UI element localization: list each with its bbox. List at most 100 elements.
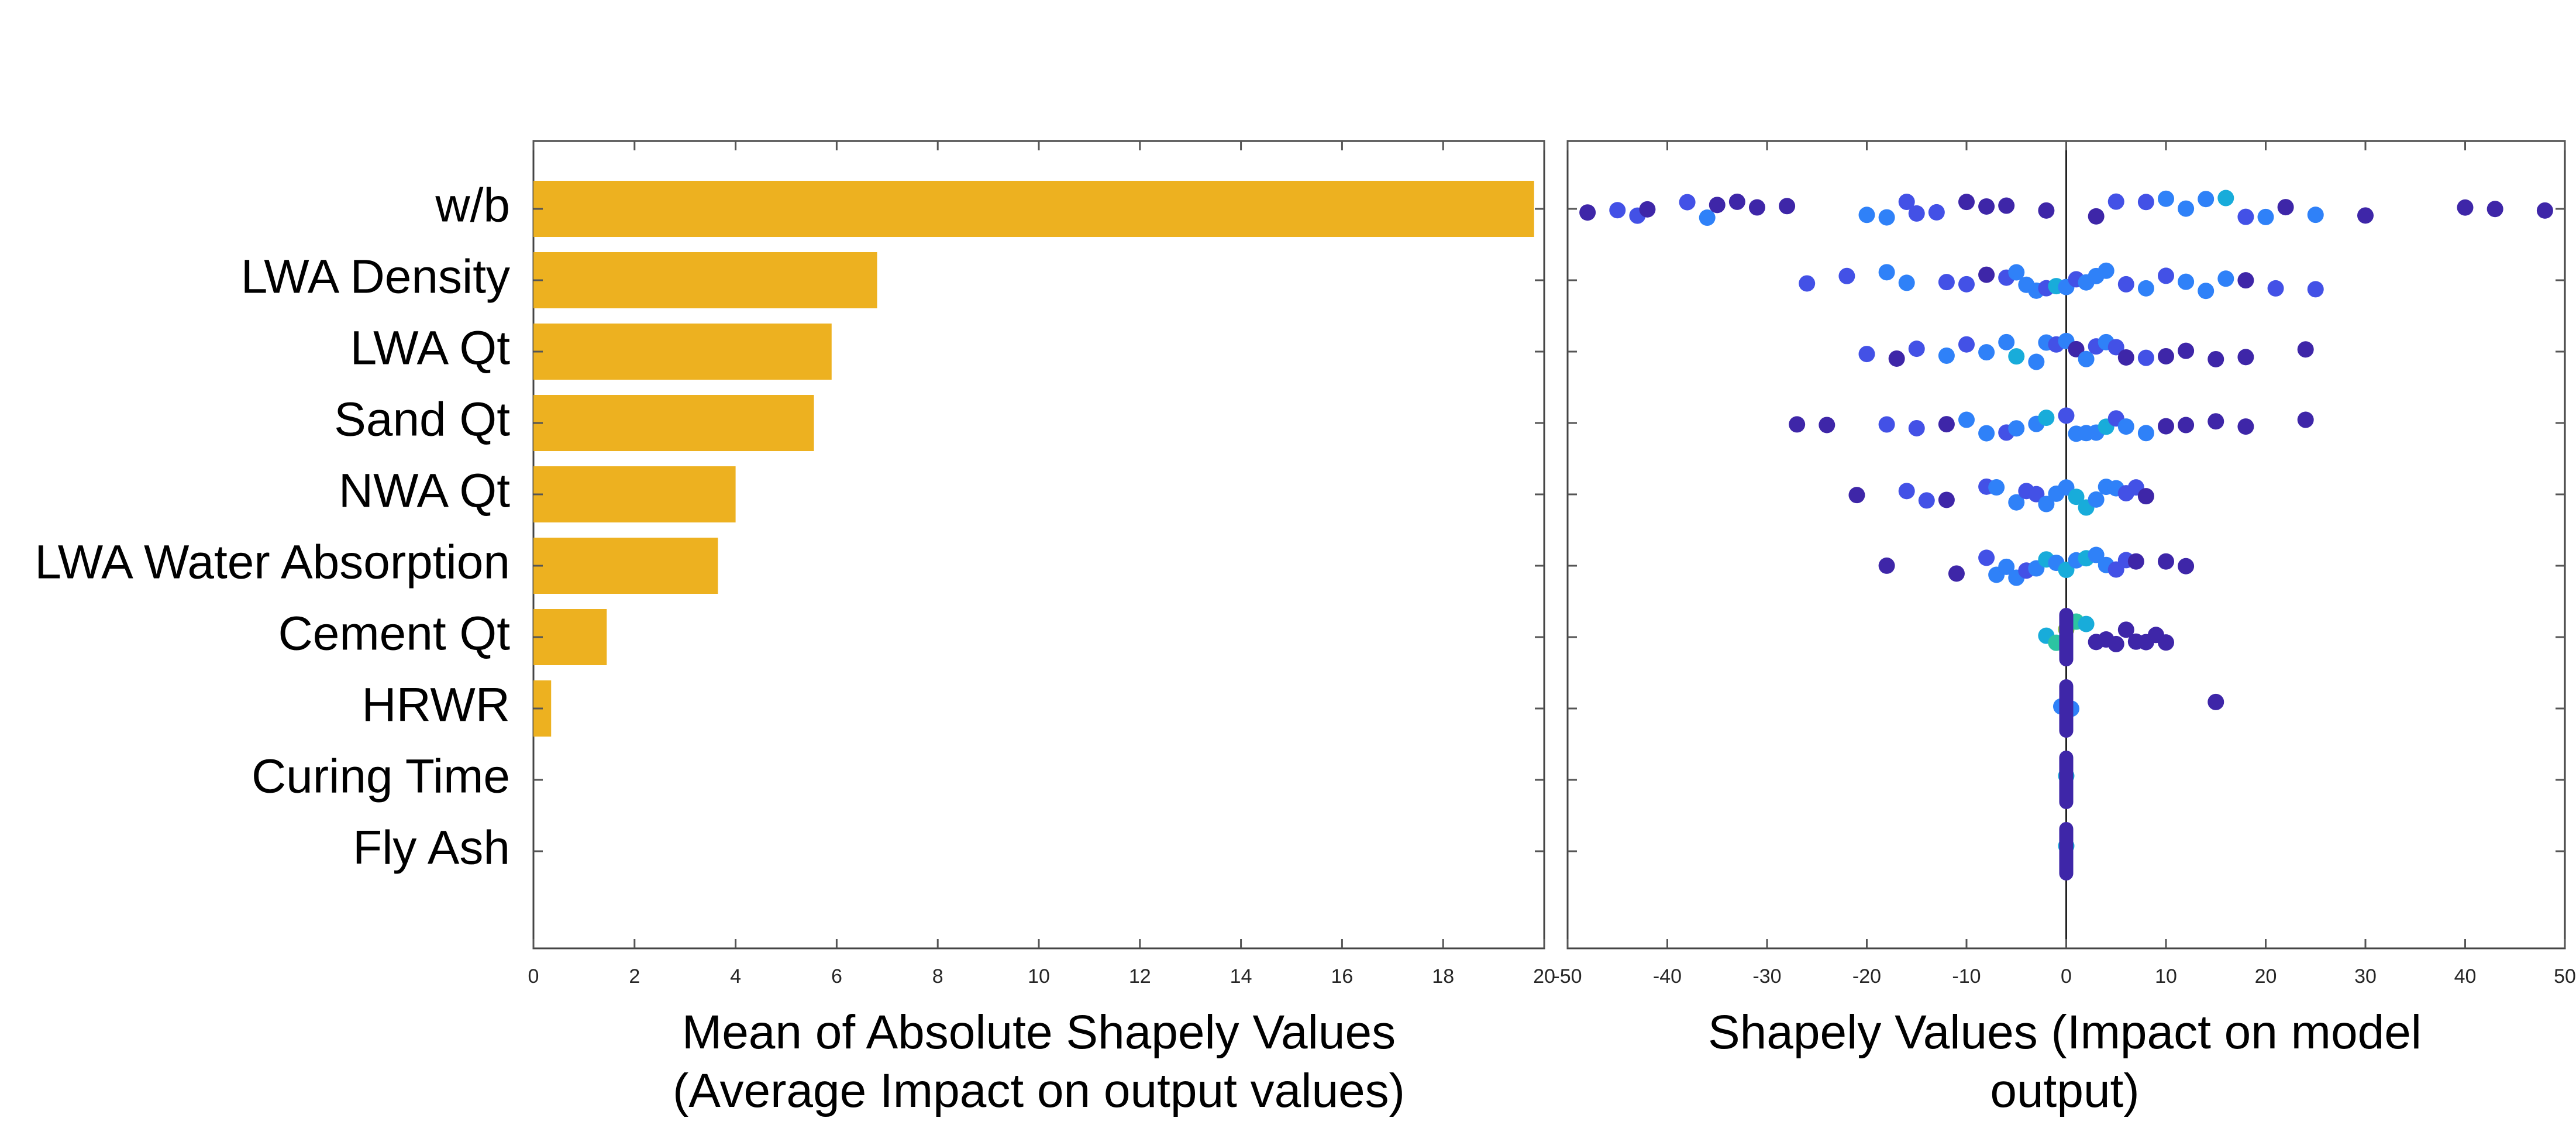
swarm-point-1-0 [1799,275,1816,292]
swarm-point-0-19 [2088,208,2105,225]
swarm-point-0-33 [2536,202,2553,219]
bar-x-tick-label-4: 8 [932,965,943,988]
swarm-point-0-9 [1779,198,1796,215]
swarm-point-5-1 [1948,565,1965,582]
swarm-point-2-6 [1998,333,2015,350]
swarm-point-1-24 [2237,272,2254,289]
swarm-point-1-6 [1978,266,1995,283]
swarm-x-tick-label-2: -30 [1752,965,1781,988]
beeswarm-chart-panel: -50 -40 -30 -20 -10 0 10 20 30 40 50 Shapely Values… [1553,140,2576,1117]
swarm-point-3-10 [2038,410,2055,426]
swarm-point-4-1 [1898,483,1915,500]
swarm-dense-cluster-9 [2059,822,2074,880]
swarm-x-axis-title-line-1: output) [1990,1064,2139,1117]
swarm-point-3-0 [1789,416,1806,433]
swarm-point-0-12 [1898,194,1915,211]
swarm-point-0-1 [1609,202,1626,219]
swarm-point-2-8 [2028,353,2045,370]
swarm-point-0-6 [1709,197,1726,214]
bar-category-label-3: Sand Qt [334,393,510,446]
swarm-point-4-12 [2068,489,2085,505]
swarm-point-1-5 [1958,276,1975,293]
swarm-point-5-13 [2088,546,2105,563]
swarm-point-1-8 [2008,264,2025,281]
swarm-dense-cluster-6 [2059,608,2074,666]
swarm-point-4-0 [1848,487,1865,504]
swarm-point-0-30 [2357,207,2374,224]
swarm-point-0-18 [2038,202,2055,219]
swarm-point-2-23 [2297,341,2314,358]
swarm-point-2-21 [2207,350,2224,367]
swarm-point-3-4 [1938,416,1955,433]
bar-5 [533,538,718,594]
swarm-point-4-14 [2088,491,2105,508]
swarm-point-3-23 [2297,411,2314,428]
swarm-point-2-17 [2117,349,2134,366]
bar-4 [533,466,736,522]
swarm-point-4-6 [2008,494,2025,511]
swarm-point-2-2 [1908,340,1925,357]
swarm-point-1-21 [2178,273,2195,290]
swarm-point-0-31 [2457,199,2474,216]
swarm-point-1-19 [2137,280,2154,297]
swarm-point-1-17 [2098,262,2114,279]
swarm-point-1-18 [2117,276,2134,293]
swarm-point-4-3 [1938,491,1955,508]
swarm-point-0-29 [2307,207,2324,223]
bar-category-label-4: NWA Qt [339,465,510,518]
bar-chart-panel: w/b LWA Density LWA Qt Sand Qt NWA Qt LWA Wat… [35,140,1555,1117]
swarm-point-6-8 [2117,621,2134,638]
swarm-point-3-22 [2237,418,2254,435]
swarm-point-3-20 [2178,417,2195,434]
swarm-point-4-9 [2038,496,2055,512]
swarm-point-0-32 [2487,201,2503,218]
swarm-point-1-1 [1838,267,1855,284]
swarm-point-0-3 [1639,201,1656,218]
bar-x-tick-label-9: 18 [1432,965,1454,988]
swarm-x-tick-label-8: 30 [2354,965,2377,988]
swarm-point-4-5 [1988,479,2005,496]
swarm-point-0-20 [2107,193,2124,210]
swarm-point-2-22 [2237,349,2254,366]
swarm-point-2-18 [2137,349,2154,366]
swarm-point-2-0 [1858,346,1875,363]
bar-category-label-0: w/b [435,179,510,232]
swarm-point-0-8 [1748,199,1765,216]
bar-category-label-5: LWA Water Absorption [35,536,510,589]
swarm-x-tick-label-0: -50 [1553,965,1582,988]
swarm-point-0-15 [1958,194,1975,211]
bar-0 [533,181,1534,237]
swarm-point-0-7 [1728,193,1745,210]
swarm-point-3-2 [1878,416,1895,433]
swarm-point-0-4 [1679,194,1696,211]
swarm-point-2-3 [1938,347,1955,364]
bar-category-label-8: Curing Time [252,750,510,803]
swarm-x-tick-label-3: -20 [1852,965,1881,988]
bar-x-tick-label-3: 6 [831,965,842,988]
swarm-point-3-18 [2137,425,2154,442]
swarm-point-3-3 [1908,419,1925,436]
bar-2 [533,324,832,380]
swarm-point-2-7 [2008,348,2025,365]
swarm-point-0-5 [1699,209,1716,226]
swarm-point-6-4 [2078,615,2095,632]
swarm-point-5-4 [1998,558,2015,575]
bar-x-tick-label-7: 14 [1230,965,1252,988]
bar-6 [533,609,607,665]
swarm-point-0-17 [1998,197,2015,214]
swarm-point-1-4 [1938,274,1955,291]
swarm-point-2-20 [2178,342,2195,359]
swarm-point-2-13 [2078,350,2095,367]
swarm-point-0-23 [2178,200,2195,217]
swarm-point-0-0 [1579,204,1596,221]
swarm-point-3-8 [2008,420,2025,437]
swarm-point-7-3 [2207,693,2224,710]
swarm-point-5-19 [2178,558,2195,575]
swarm-point-0-13 [1908,205,1925,222]
bar-x-axis-title-line-0: Mean of Absolute Shapely Values [682,1006,1396,1059]
swarm-point-0-26 [2237,208,2254,225]
bar-x-tick-label-1: 2 [629,965,640,988]
swarm-point-4-2 [1918,492,1935,509]
swarm-point-2-5 [1978,344,1995,361]
swarm-point-1-23 [2217,270,2234,287]
